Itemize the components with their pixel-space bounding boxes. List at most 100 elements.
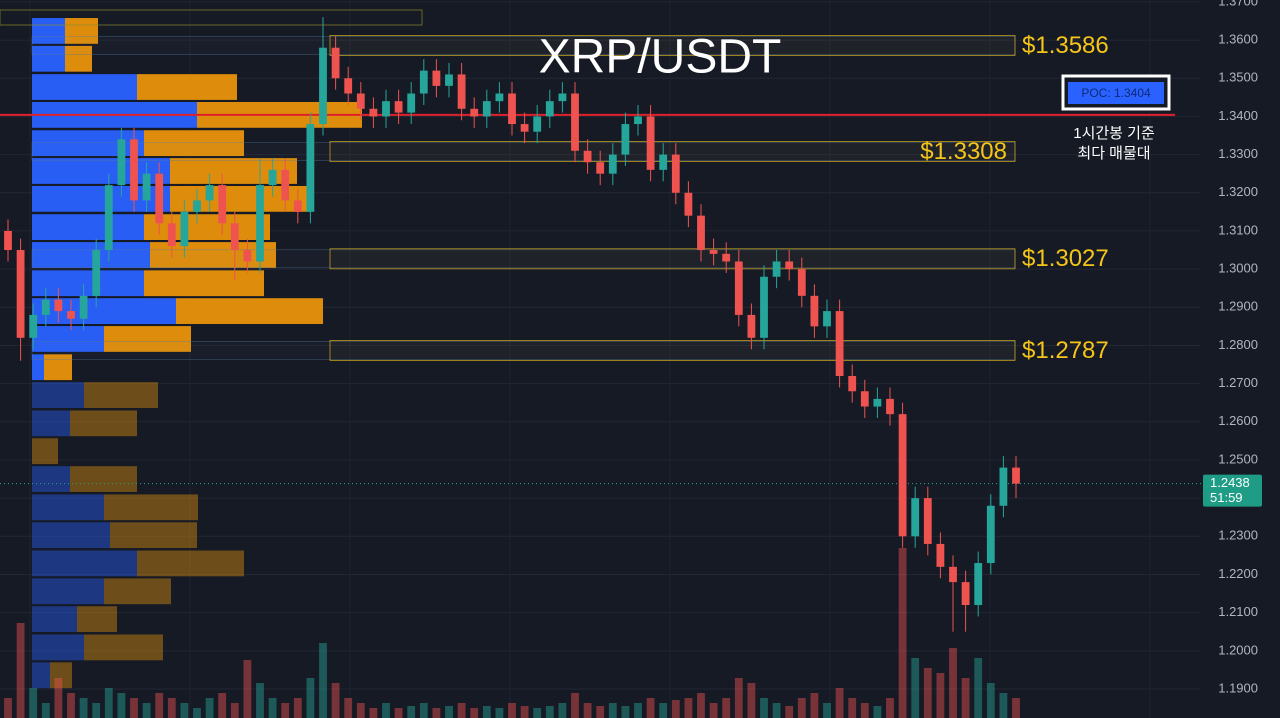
volume-bar	[419, 703, 428, 718]
poc-note: 최다 매물대	[1077, 145, 1150, 162]
candle-body	[810, 295, 819, 327]
candle-body	[886, 398, 894, 415]
volume-bar	[621, 706, 630, 718]
volume-bar	[482, 706, 491, 718]
candle-body	[797, 269, 806, 296]
volume-bar	[29, 688, 38, 718]
volume-bar	[886, 698, 894, 718]
candle-body	[41, 299, 50, 315]
y-tick-label: 1.2800	[1218, 337, 1258, 352]
candle-body	[180, 211, 189, 247]
candle-body	[785, 261, 794, 270]
y-tick-label: 1.2300	[1218, 528, 1258, 543]
y-tick-label: 1.2700	[1218, 375, 1258, 390]
volume-bar	[256, 683, 264, 718]
volume-bar	[344, 698, 353, 718]
profile-buy	[32, 298, 176, 324]
volume-bar	[974, 658, 983, 718]
volume-bar	[709, 703, 718, 718]
volume-bar	[810, 693, 819, 718]
candle-body	[621, 124, 630, 155]
candle-body	[407, 93, 416, 113]
volume-bar	[79, 698, 88, 718]
profile-buy	[32, 494, 104, 521]
candle-body	[457, 74, 466, 109]
profile-buy	[32, 18, 65, 44]
candle-body	[823, 311, 831, 327]
volume-bar	[407, 706, 416, 718]
volume-bar	[293, 698, 302, 718]
volume-bar	[671, 700, 680, 718]
y-tick-label: 1.3200	[1218, 184, 1258, 199]
candle-body	[533, 116, 542, 132]
volume-profile	[32, 18, 362, 689]
volume-bar	[684, 698, 693, 718]
y-tick-label: 1.2500	[1218, 451, 1258, 466]
profile-sell	[144, 270, 264, 297]
volume-bar	[142, 703, 151, 718]
volume-bar	[697, 693, 705, 718]
candle-body	[482, 101, 491, 117]
volume-bar	[495, 708, 504, 718]
y-tick-label: 1.3700	[1218, 0, 1258, 8]
level-box	[329, 248, 1016, 270]
volume-bar	[659, 703, 668, 718]
volume-bar	[432, 708, 441, 718]
candle-body	[495, 93, 504, 102]
volume-bar	[860, 703, 869, 718]
volume-bar	[167, 698, 176, 718]
candle-body	[293, 200, 302, 212]
candle-body	[974, 563, 983, 606]
candle-body	[268, 169, 277, 186]
candle-body	[596, 162, 605, 174]
level-label: $1.3027	[1022, 245, 1109, 272]
candle-body	[684, 192, 693, 216]
profile-sell	[137, 74, 237, 100]
volume-bar	[369, 708, 378, 718]
volume-bar	[470, 708, 479, 718]
volume-bar	[92, 703, 101, 718]
candle-body	[142, 173, 151, 201]
volume-bar	[1012, 698, 1020, 718]
candle-body	[697, 215, 705, 251]
volume-bar	[41, 703, 50, 718]
profile-sell	[144, 214, 270, 241]
chart-title: XRP/USDT	[539, 31, 782, 84]
poc-note: 1시간봉 기준	[1073, 125, 1155, 142]
volume-bar	[734, 678, 743, 718]
volume-bar	[180, 703, 189, 718]
profile-sell	[84, 382, 158, 408]
candle-body	[949, 566, 957, 583]
candle-body	[923, 498, 932, 544]
candle-body	[67, 311, 75, 319]
profile-sell	[44, 354, 72, 381]
profile-buy	[32, 45, 65, 72]
level-label: $1.2787	[1022, 337, 1109, 364]
y-tick-label: 1.2900	[1218, 299, 1258, 314]
volume-bar	[117, 693, 126, 718]
volume-bar	[331, 683, 340, 718]
candle-body	[848, 375, 857, 392]
candle-body	[319, 47, 327, 125]
volume-bar	[558, 703, 567, 718]
candle-body	[445, 74, 453, 86]
profile-buy	[32, 550, 137, 577]
candle-body	[117, 139, 126, 186]
candle-body	[986, 505, 995, 564]
volume	[4, 548, 1020, 718]
level-label: $1.3586	[1022, 32, 1109, 59]
volume-bar	[218, 693, 227, 718]
volume-bar	[281, 703, 290, 718]
volume-bar	[193, 708, 201, 718]
volume-bar	[356, 703, 365, 718]
candle-body	[634, 116, 642, 125]
volume-bar	[999, 693, 1008, 718]
volume-bar	[772, 703, 781, 718]
profile-buy	[32, 270, 144, 297]
profile-sell	[70, 410, 137, 437]
level-box	[329, 35, 1016, 56]
volume-bar	[319, 643, 327, 718]
volume-bar	[722, 698, 731, 718]
volume-bar	[785, 706, 794, 718]
